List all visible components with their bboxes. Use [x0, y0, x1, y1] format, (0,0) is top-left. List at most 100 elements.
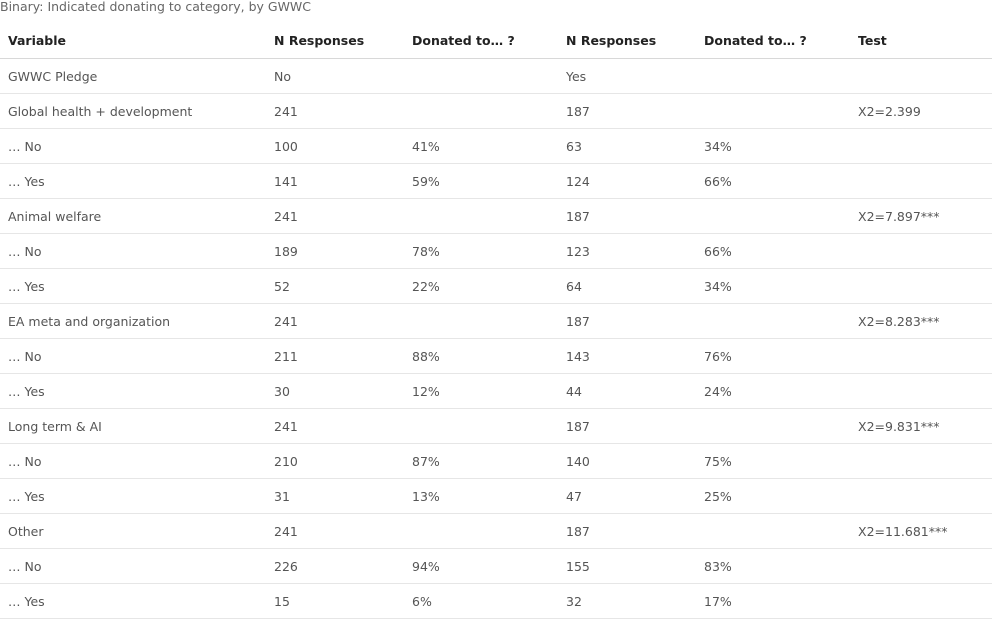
n-responses-no-cell: 241 [266, 408, 404, 444]
variable-cell: … No [0, 548, 266, 584]
n-responses-yes-cell: 187 [558, 198, 696, 234]
test-cell [850, 443, 992, 479]
variable-cell: Animal welfare [0, 198, 266, 234]
donated-yes-cell [696, 198, 850, 234]
donated-no-cell [404, 58, 558, 94]
donated-no-cell: 88% [404, 338, 558, 374]
n-responses-no-cell: 241 [266, 513, 404, 549]
table-row: Animal welfare 241 187 X2=7.897*** [0, 198, 992, 234]
variable-cell: … Yes [0, 163, 266, 199]
variable-cell: GWWC Pledge [0, 58, 266, 94]
donated-no-cell: 87% [404, 443, 558, 479]
n-responses-no-cell: 52 [266, 268, 404, 304]
test-cell [850, 548, 992, 584]
header-n-responses-no: N Responses [266, 23, 404, 59]
test-cell [850, 128, 992, 164]
table-row: GWWC Pledge No Yes [0, 58, 992, 94]
donated-yes-cell [696, 303, 850, 339]
header-donated-yes: Donated to… ? [696, 23, 850, 59]
n-responses-yes-cell: 32 [558, 583, 696, 619]
table-row: EA meta and organization 241 187 X2=8.283**… [0, 303, 992, 339]
table-row: … No 100 41% 63 34% [0, 128, 992, 164]
table-row: … No 189 78% 123 66% [0, 233, 992, 269]
test-cell [850, 268, 992, 304]
variable-cell: … No [0, 233, 266, 269]
header-variable: Variable [0, 23, 266, 59]
donated-no-cell: 12% [404, 373, 558, 409]
donated-no-cell [404, 513, 558, 549]
donated-no-cell: 13% [404, 478, 558, 514]
table-row: … No 211 88% 143 76% [0, 338, 992, 374]
variable-cell: EA meta and organization [0, 303, 266, 339]
test-cell: X2=7.897*** [850, 198, 992, 234]
test-cell [850, 583, 992, 619]
header-row: Variable N Responses Donated to… ? N Res… [0, 23, 992, 59]
test-cell [850, 58, 992, 94]
table-row: … No 226 94% 155 83% [0, 548, 992, 584]
donation-table: Variable N Responses Donated to… ? N Res… [0, 23, 992, 619]
donated-yes-cell: 24% [696, 373, 850, 409]
n-responses-yes-cell: 187 [558, 303, 696, 339]
donated-no-cell: 78% [404, 233, 558, 269]
variable-cell: Global health + development [0, 93, 266, 129]
donated-yes-cell: 66% [696, 233, 850, 269]
table-row: … Yes 141 59% 124 66% [0, 163, 992, 199]
n-responses-no-cell: 189 [266, 233, 404, 269]
donated-no-cell [404, 408, 558, 444]
n-responses-no-cell: 141 [266, 163, 404, 199]
variable-cell: … Yes [0, 373, 266, 409]
n-responses-yes-cell: 47 [558, 478, 696, 514]
variable-cell: … No [0, 443, 266, 479]
test-cell: X2=11.681*** [850, 513, 992, 549]
donated-yes-cell: 34% [696, 128, 850, 164]
test-cell: X2=9.831*** [850, 408, 992, 444]
n-responses-no-cell: No [266, 58, 404, 94]
variable-cell: … No [0, 338, 266, 374]
n-responses-no-cell: 210 [266, 443, 404, 479]
n-responses-yes-cell: 155 [558, 548, 696, 584]
test-cell [850, 478, 992, 514]
n-responses-yes-cell: 124 [558, 163, 696, 199]
header-donated-no: Donated to… ? [404, 23, 558, 59]
n-responses-no-cell: 241 [266, 198, 404, 234]
donated-no-cell: 6% [404, 583, 558, 619]
donated-yes-cell [696, 408, 850, 444]
table-body: GWWC Pledge No Yes Global health + developm… [0, 58, 992, 619]
table-row: Long term & AI 241 187 X2=9.831*** [0, 408, 992, 444]
table-row: … No 210 87% 140 75% [0, 443, 992, 479]
n-responses-yes-cell: 140 [558, 443, 696, 479]
n-responses-yes-cell: 44 [558, 373, 696, 409]
n-responses-yes-cell: 64 [558, 268, 696, 304]
test-cell [850, 233, 992, 269]
table-row: … Yes 31 13% 47 25% [0, 478, 992, 514]
test-cell [850, 338, 992, 374]
table-row: … Yes 15 6% 32 17% [0, 583, 992, 619]
n-responses-no-cell: 15 [266, 583, 404, 619]
donated-yes-cell: 25% [696, 478, 850, 514]
variable-cell: … No [0, 128, 266, 164]
donated-no-cell: 59% [404, 163, 558, 199]
n-responses-no-cell: 241 [266, 93, 404, 129]
test-cell [850, 373, 992, 409]
donated-yes-cell: 66% [696, 163, 850, 199]
n-responses-no-cell: 30 [266, 373, 404, 409]
n-responses-yes-cell: 123 [558, 233, 696, 269]
variable-cell: Other [0, 513, 266, 549]
donated-yes-cell: 75% [696, 443, 850, 479]
table-row: … Yes 30 12% 44 24% [0, 373, 992, 409]
donated-no-cell [404, 303, 558, 339]
donated-no-cell: 94% [404, 548, 558, 584]
n-responses-no-cell: 226 [266, 548, 404, 584]
donated-yes-cell: 17% [696, 583, 850, 619]
n-responses-no-cell: 211 [266, 338, 404, 374]
donated-yes-cell [696, 58, 850, 94]
donated-yes-cell: 34% [696, 268, 850, 304]
header-n-responses-yes: N Responses [558, 23, 696, 59]
variable-cell: … Yes [0, 268, 266, 304]
variable-cell: … Yes [0, 478, 266, 514]
n-responses-yes-cell: 187 [558, 408, 696, 444]
test-cell [850, 163, 992, 199]
variable-cell: Long term & AI [0, 408, 266, 444]
test-cell: X2=2.399 [850, 93, 992, 129]
donated-yes-cell: 83% [696, 548, 850, 584]
